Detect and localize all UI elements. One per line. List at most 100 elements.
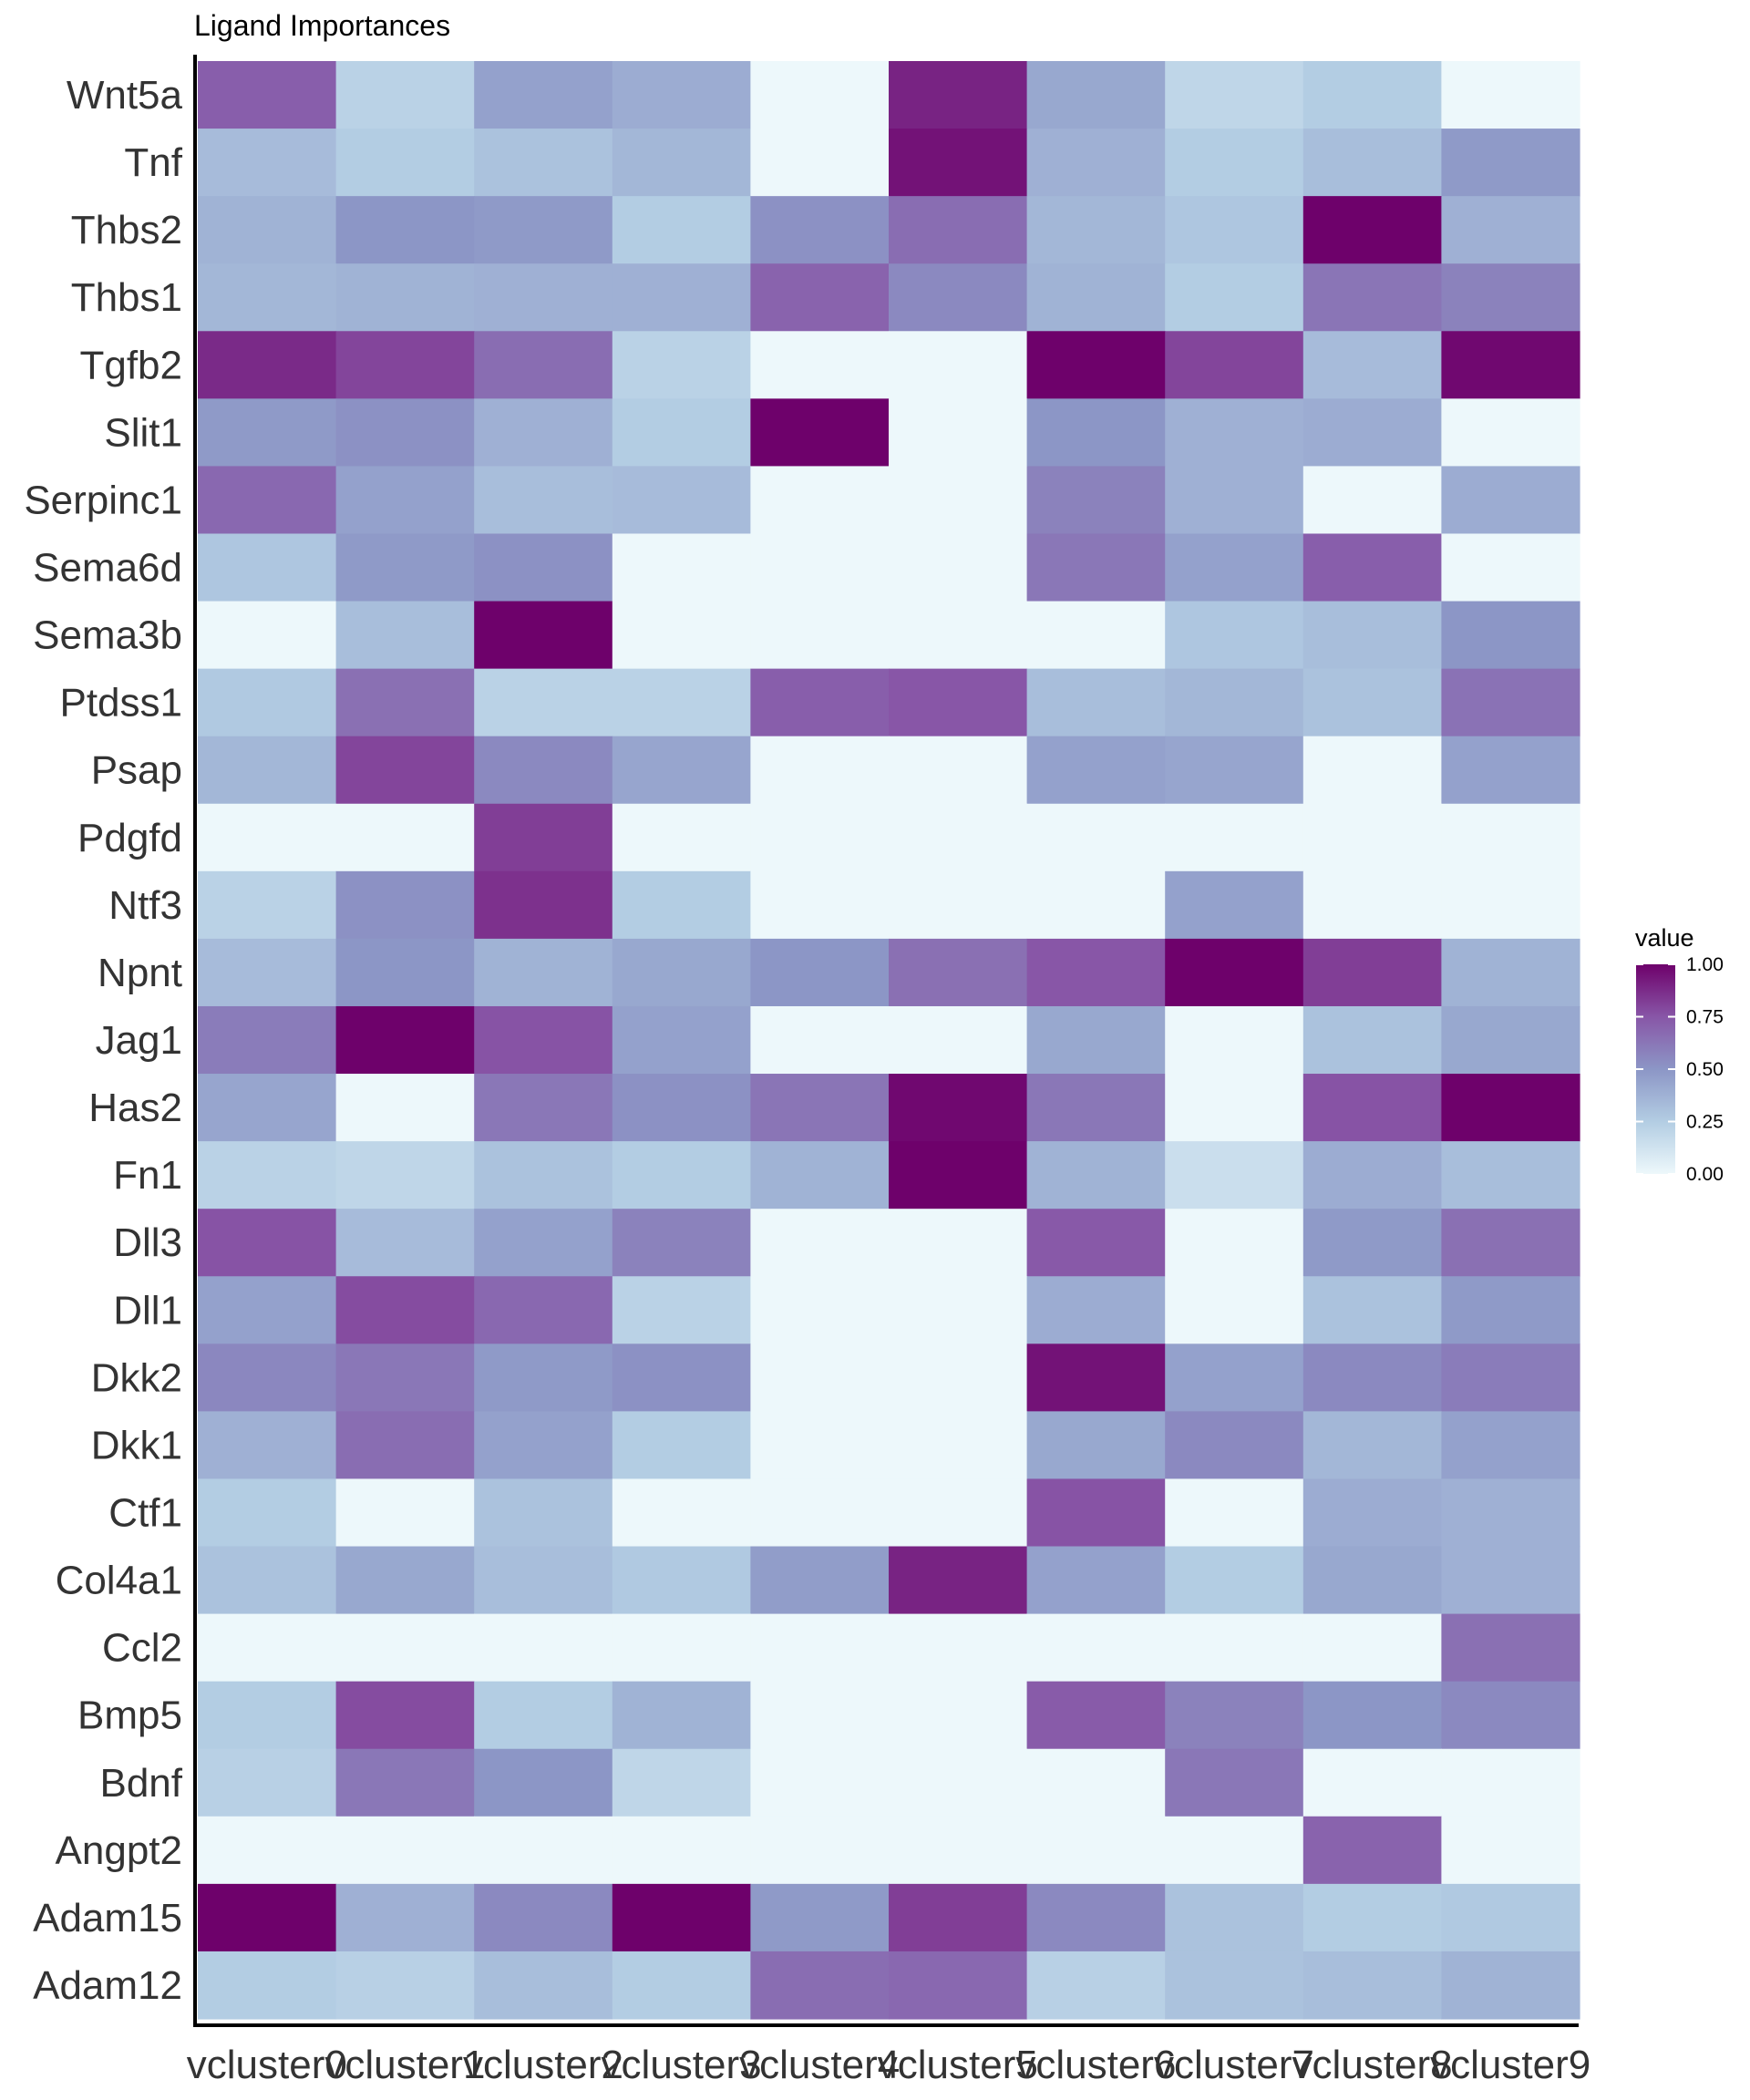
- heatmap-cell-Bmp5-vcluster6: [1026, 1681, 1166, 1750]
- heatmap-cell-Ptdss1-vcluster8: [1302, 668, 1442, 737]
- heatmap-cell-Npnt-vcluster2: [474, 938, 613, 1007]
- heatmap-cell-Jag1-vcluster9: [1441, 1005, 1580, 1075]
- y-tick-label-Adam15: Adam15: [33, 1896, 182, 1940]
- heatmap-cell-Ntf3-vcluster7: [1165, 870, 1304, 940]
- heatmap-cell-Dll1-vcluster0: [198, 1276, 337, 1344]
- heatmap-cell-Thbs1-vcluster6: [1026, 263, 1166, 332]
- heatmap-cell-Adam15-vcluster5: [889, 1883, 1028, 1952]
- x-tick-label-vcluster2: vcluster2: [463, 2043, 623, 2087]
- y-tick-label-Ctf1: Ctf1: [108, 1490, 182, 1535]
- heatmap-cell-Psap-vcluster0: [198, 736, 337, 805]
- heatmap-cell-Dkk2-vcluster3: [612, 1343, 751, 1412]
- heatmap-cell-Npnt-vcluster0: [198, 938, 337, 1007]
- heatmap-cell-Ptdss1-vcluster1: [335, 668, 475, 737]
- heatmap-cell-Ctf1-vcluster4: [750, 1478, 890, 1548]
- heatmap-cell-Wnt5a-vcluster0: [198, 61, 337, 129]
- heatmap-cell-Jag1-vcluster8: [1302, 1005, 1442, 1075]
- heatmap-cell-Dll1-vcluster8: [1302, 1276, 1442, 1344]
- heatmap-cell-Thbs1-vcluster4: [750, 263, 890, 332]
- heatmap-cell-Pdgfd-vcluster9: [1441, 803, 1580, 872]
- heatmap-cell-Dkk1-vcluster2: [474, 1411, 613, 1480]
- heatmap-cell-Dkk2-vcluster4: [750, 1343, 890, 1412]
- heatmap-cell-Bmp5-vcluster4: [750, 1681, 890, 1750]
- heatmap-cell-Dkk1-vcluster4: [750, 1411, 890, 1480]
- heatmap-cell-Slit1-vcluster8: [1302, 398, 1442, 468]
- heatmap-cell-Sema6d-vcluster7: [1165, 533, 1304, 602]
- heatmap-cell-Sema6d-vcluster3: [612, 533, 751, 602]
- heatmap-cell-Slit1-vcluster0: [198, 398, 337, 468]
- heatmap-cell-Ccl2-vcluster6: [1026, 1613, 1166, 1683]
- y-tick-label-Bdnf: Bdnf: [99, 1761, 182, 1806]
- heatmap-cell-Tgfb2-vcluster9: [1441, 331, 1580, 399]
- axes: [193, 55, 1579, 2027]
- heatmap-cell-Wnt5a-vcluster8: [1302, 61, 1442, 129]
- legend-tick-label-3: 0.25: [1686, 1112, 1724, 1133]
- heatmap-cell-Fn1-vcluster4: [750, 1141, 890, 1210]
- heatmap-cell-Fn1-vcluster0: [198, 1141, 337, 1210]
- heatmap-cell-Thbs1-vcluster1: [335, 263, 475, 332]
- heatmap-cell-Angpt2-vcluster4: [750, 1816, 890, 1885]
- y-tick-label-Has2: Has2: [88, 1086, 182, 1130]
- heatmap-cell-Has2-vcluster4: [750, 1074, 890, 1142]
- heatmap-cell-Tgfb2-vcluster0: [198, 331, 337, 399]
- heatmap-cell-Tnf-vcluster4: [750, 129, 890, 197]
- heatmap-cell-Ccl2-vcluster5: [889, 1613, 1028, 1683]
- chart-title: Ligand Importances: [194, 9, 450, 42]
- heatmap-cell-Bdnf-vcluster6: [1026, 1748, 1166, 1817]
- heatmap-cell-Sema3b-vcluster4: [750, 601, 890, 670]
- heatmap-cell-Jag1-vcluster1: [335, 1005, 475, 1075]
- heatmap-cell-Wnt5a-vcluster4: [750, 61, 890, 129]
- heatmap-cell-Pdgfd-vcluster6: [1026, 803, 1166, 872]
- heatmap-cell-Bmp5-vcluster0: [198, 1681, 337, 1750]
- heatmap-cell-Bdnf-vcluster2: [474, 1748, 613, 1817]
- heatmap-cell-Tgfb2-vcluster8: [1302, 331, 1442, 399]
- legend-tick-label-1: 0.75: [1686, 1007, 1724, 1028]
- heatmap-cell-Col4a1-vcluster0: [198, 1546, 337, 1615]
- heatmap-cell-Bmp5-vcluster1: [335, 1681, 475, 1750]
- heatmap-cell-Tnf-vcluster1: [335, 129, 475, 197]
- heatmap-cell-Slit1-vcluster5: [889, 398, 1028, 468]
- heatmap-cell-Adam12-vcluster5: [889, 1951, 1028, 2020]
- y-tick-label-Thbs2: Thbs2: [71, 208, 182, 252]
- heatmap-cell-Pdgfd-vcluster0: [198, 803, 337, 872]
- heatmap-cell-Adam12-vcluster9: [1441, 1951, 1580, 2020]
- legend-tick-label-2: 0.50: [1686, 1059, 1724, 1080]
- y-tick-label-Dkk1: Dkk1: [91, 1423, 182, 1467]
- heatmap-cell-Tgfb2-vcluster1: [335, 331, 475, 399]
- heatmap-cell-Sema3b-vcluster6: [1026, 601, 1166, 670]
- heatmap-cell-Thbs2-vcluster7: [1165, 196, 1304, 264]
- heatmap-cell-Ptdss1-vcluster9: [1441, 668, 1580, 737]
- heatmap-cell-Ptdss1-vcluster3: [612, 668, 751, 737]
- y-tick-label-Pdgfd: Pdgfd: [77, 816, 182, 860]
- heatmap-cell-Dkk1-vcluster3: [612, 1411, 751, 1480]
- heatmap-cell-Dkk1-vcluster0: [198, 1411, 337, 1480]
- heatmap-cell-Psap-vcluster8: [1302, 736, 1442, 805]
- x-tick-label-vcluster5: vcluster5: [878, 2043, 1038, 2087]
- y-tick-label-Dkk2: Dkk2: [91, 1355, 182, 1400]
- y-tick-label-Dll3: Dll3: [113, 1220, 182, 1265]
- heatmap-cell-Thbs2-vcluster2: [474, 196, 613, 264]
- y-tick-label-Slit1: Slit1: [104, 410, 182, 455]
- heatmap-cell-Angpt2-vcluster3: [612, 1816, 751, 1885]
- heatmap-cell-Serpinc1-vcluster1: [335, 466, 475, 535]
- heatmap-cell-Col4a1-vcluster3: [612, 1546, 751, 1615]
- legend-title: value: [1635, 924, 1694, 952]
- heatmap-cell-Thbs1-vcluster5: [889, 263, 1028, 332]
- heatmap-cell-Jag1-vcluster2: [474, 1005, 613, 1075]
- heatmap-cell-Dll3-vcluster9: [1441, 1209, 1580, 1277]
- heatmap-cell-Ccl2-vcluster8: [1302, 1613, 1442, 1683]
- heatmap-cell-Col4a1-vcluster8: [1302, 1546, 1442, 1615]
- heatmap-cell-Ccl2-vcluster4: [750, 1613, 890, 1683]
- heatmap-cell-Bmp5-vcluster2: [474, 1681, 613, 1750]
- heatmap-cell-Serpinc1-vcluster2: [474, 466, 613, 535]
- heatmap-cell-Psap-vcluster7: [1165, 736, 1304, 805]
- x-tick-label-vcluster6: vcluster6: [1015, 2043, 1176, 2087]
- heatmap-cell-Angpt2-vcluster7: [1165, 1816, 1304, 1885]
- y-tick-label-Adam12: Adam12: [33, 1963, 182, 2008]
- heatmap-cell-Adam15-vcluster7: [1165, 1883, 1304, 1952]
- heatmap-cell-Adam15-vcluster4: [750, 1883, 890, 1952]
- heatmap-cell-Dll1-vcluster4: [750, 1276, 890, 1344]
- heatmap-cell-Sema3b-vcluster7: [1165, 601, 1304, 670]
- x-tick-label-vcluster3: vcluster3: [602, 2043, 762, 2087]
- heatmap-cell-Dll3-vcluster7: [1165, 1209, 1304, 1277]
